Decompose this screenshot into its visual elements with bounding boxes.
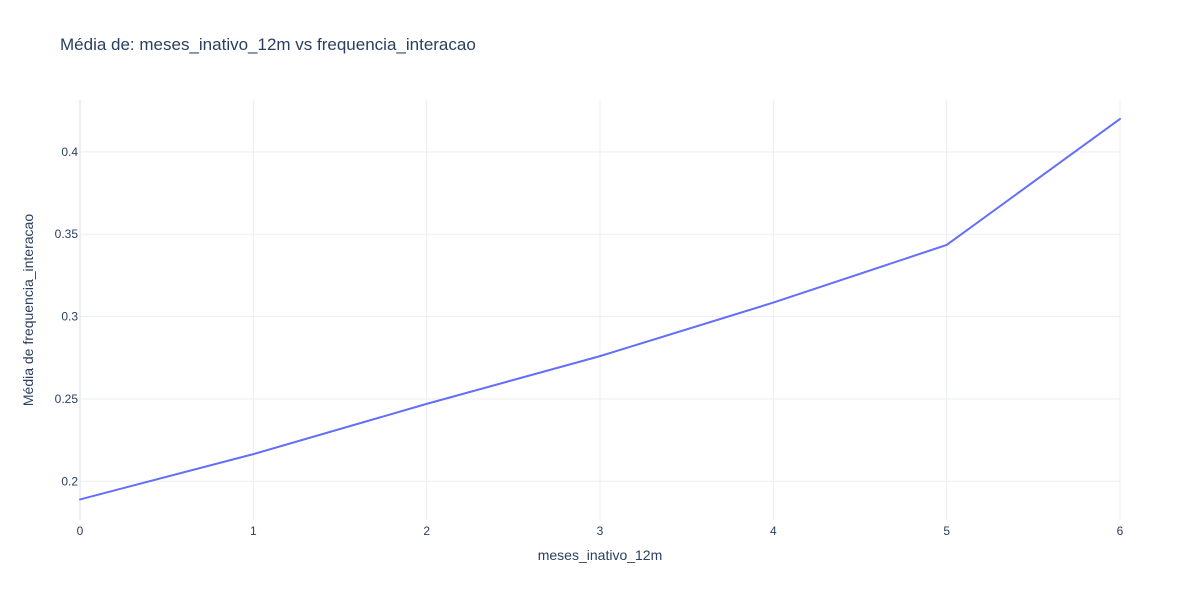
series-layer	[79, 117, 1121, 501]
x-tick-label: 1	[250, 524, 257, 538]
y-axis-ticks: 0.2 0.25 0.3 0.35 0.4	[55, 145, 79, 488]
series-line	[79, 117, 1121, 501]
x-tick-label: 5	[943, 524, 950, 538]
y-tick-label: 0.2	[61, 474, 78, 488]
x-tick-label: 2	[423, 524, 430, 538]
y-tick-label: 0.3	[61, 310, 78, 324]
x-tick-label: 0	[77, 524, 84, 538]
x-tick-label: 6	[1117, 524, 1124, 538]
x-tick-label: 3	[597, 524, 604, 538]
x-axis-title: meses_inativo_12m	[538, 547, 663, 563]
grid	[79, 100, 1121, 520]
y-axis-title: Média de frequencia_interacao	[20, 214, 36, 406]
y-tick-label: 0.35	[55, 227, 79, 241]
x-axis-ticks: 0 1 2 3 4 5 6	[77, 524, 1124, 538]
y-tick-label: 0.25	[55, 392, 79, 406]
x-tick-label: 4	[770, 524, 777, 538]
y-tick-label: 0.4	[61, 145, 78, 159]
chart-title: Média de: meses_inativo_12m vs frequenci…	[60, 35, 476, 54]
